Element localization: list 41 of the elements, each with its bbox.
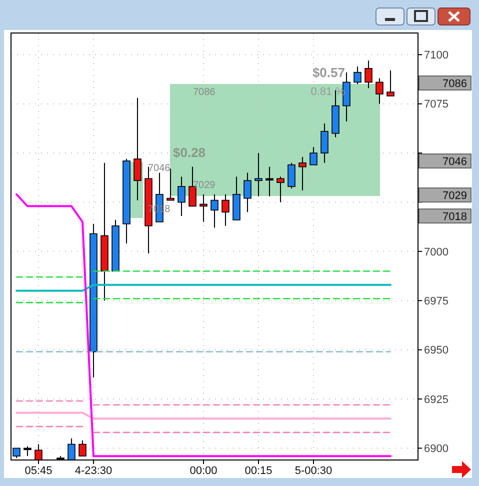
candlestick [134, 97, 142, 201]
x-tick-label: 00:00 [190, 464, 218, 477]
candlestick [364, 60, 372, 89]
candlestick [276, 176, 284, 203]
candlestick [386, 70, 394, 96]
candlestick [200, 194, 208, 222]
y-tick-label: 7075 [424, 98, 448, 111]
y-tick-label: 6925 [424, 394, 448, 406]
y-tick-label: 7000 [424, 246, 448, 258]
y-tick-label: 7100 [424, 50, 448, 62]
annotation: 7086 [193, 87, 216, 98]
candlestick [320, 123, 328, 164]
candlestick [376, 78, 384, 104]
candlestick [266, 166, 274, 197]
text: 7018 [442, 211, 467, 223]
candlestick [244, 172, 252, 213]
y-tick-label: 6975 [424, 296, 448, 308]
candlestick [24, 446, 32, 457]
candlestick [298, 156, 306, 191]
candlestick [310, 146, 318, 166]
annotation: 7018 [148, 204, 171, 215]
candlestick [78, 440, 86, 457]
x-tick-label: 05:45 [24, 464, 52, 477]
y-tick-label: 6950 [424, 344, 448, 357]
candlestick [354, 66, 362, 85]
candlestick [178, 176, 186, 216]
candlestick [210, 194, 218, 228]
x-tick-label: 00:15 [244, 464, 272, 477]
candlestick [288, 162, 296, 189]
text: 7046 [442, 156, 467, 168]
text: 7086 [442, 78, 467, 90]
candlestick [254, 152, 262, 197]
x-tick-label: 5-00:30 [294, 464, 332, 477]
annotation: 7029 [193, 180, 216, 191]
annotation: $0.28 [173, 145, 206, 160]
line-series [16, 193, 392, 458]
annotation: $0.57 [312, 65, 345, 80]
y-tick-label: 6900 [424, 443, 448, 456]
x-tick-label: 4-23:30 [74, 464, 112, 477]
candlestick [222, 194, 230, 226]
text: 7029 [442, 190, 467, 202]
